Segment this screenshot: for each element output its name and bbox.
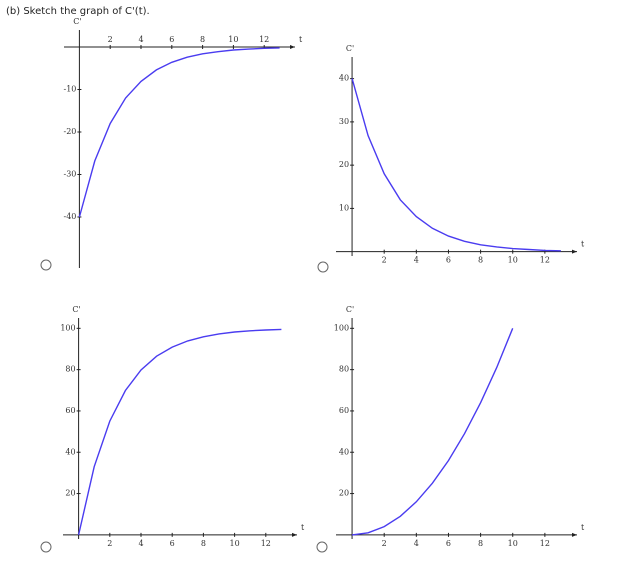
y-axis-label: C' (73, 17, 81, 26)
question-prompt: (b) Sketch the graph of C'(t). (6, 6, 150, 17)
y-tick-label: 20 (339, 160, 349, 169)
x-tick-label: 8 (478, 539, 483, 548)
x-tick-label: 10 (228, 35, 238, 44)
y-tick-label: 80 (339, 365, 349, 374)
y-tick-label: 60 (339, 406, 349, 415)
x-tick-label: 2 (107, 539, 112, 548)
x-tick-label: 10 (230, 539, 240, 548)
x-tick-label: 6 (169, 35, 174, 44)
y-tick-label: -10 (64, 85, 77, 94)
curve (352, 328, 514, 536)
curve (77, 328, 282, 536)
x-tick-label: 2 (382, 539, 387, 548)
x-tick-label: 12 (540, 539, 550, 548)
x-tick-label: 4 (414, 256, 419, 265)
option-radio[interactable] (316, 541, 328, 553)
x-axis-label: t (581, 240, 585, 249)
y-tick-label: -40 (64, 212, 77, 221)
x-tick-label: 10 (508, 256, 518, 265)
option-radio[interactable] (40, 541, 52, 553)
x-tick-label: 12 (259, 35, 269, 44)
y-axis-label: C' (346, 44, 354, 53)
x-tick-label: 2 (382, 256, 387, 265)
y-tick-label: 10 (339, 203, 349, 212)
y-axis-label: C' (346, 305, 354, 314)
x-tick-label: 10 (508, 539, 518, 548)
x-tick-label: 6 (446, 256, 451, 265)
x-tick-label: 12 (540, 256, 550, 265)
x-axis-label: t (299, 35, 303, 44)
x-axis-label: t (301, 523, 305, 532)
y-axis-label: C' (72, 305, 80, 314)
x-axis-label: t (581, 523, 585, 532)
y-tick-label: 60 (65, 406, 75, 415)
x-tick-label: 8 (478, 256, 483, 265)
x-tick-label: 6 (446, 539, 451, 548)
x-tick-label: 6 (170, 539, 175, 548)
y-tick-label: 100 (334, 323, 349, 332)
y-tick-label: -20 (64, 127, 77, 136)
y-tick-label: 20 (65, 489, 75, 498)
x-tick-label: 8 (201, 539, 206, 548)
option-radio[interactable] (40, 259, 52, 271)
x-axis-arrow (572, 532, 577, 537)
y-tick-label: 100 (60, 323, 75, 332)
curve (78, 47, 280, 218)
x-tick-label: 8 (200, 35, 205, 44)
x-tick-label: 4 (138, 35, 143, 44)
option-radio[interactable] (317, 261, 329, 273)
y-tick-label: 40 (339, 447, 349, 456)
y-tick-label: 20 (339, 489, 349, 498)
curve (351, 78, 561, 252)
y-tick-label: 40 (339, 74, 349, 83)
y-tick-label: 40 (65, 447, 75, 456)
x-axis-arrow (290, 45, 295, 49)
x-axis-arrow (572, 249, 577, 254)
x-tick-label: 4 (414, 539, 419, 548)
y-tick-label: 80 (65, 365, 75, 374)
y-tick-label: 30 (339, 117, 349, 126)
x-tick-label: 12 (261, 539, 271, 548)
y-tick-label: -30 (64, 170, 77, 179)
x-axis-arrow (292, 532, 297, 537)
x-tick-label: 2 (108, 35, 113, 44)
x-tick-label: 4 (138, 539, 143, 548)
